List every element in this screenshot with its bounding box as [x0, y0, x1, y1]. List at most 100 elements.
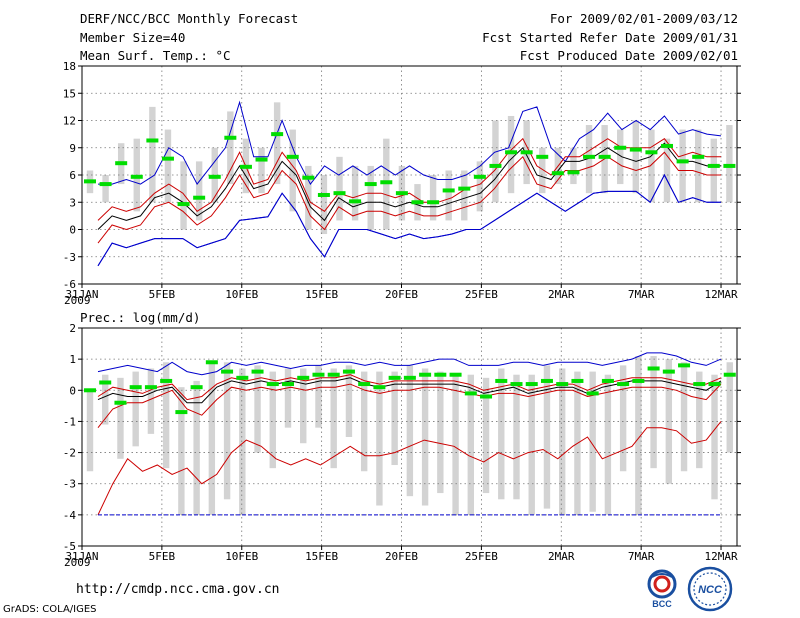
spread-box — [632, 120, 640, 194]
climatology-bar — [480, 394, 493, 399]
spread-box — [208, 362, 216, 515]
climatology-bar — [317, 192, 330, 197]
spread-box — [445, 170, 452, 221]
climatology-bar — [115, 161, 128, 166]
spread-box — [273, 102, 281, 185]
x-year-label: 2009 — [64, 294, 91, 307]
spread-box — [367, 165, 374, 230]
y-tick-label: 0 — [69, 384, 76, 397]
climatology-bar — [571, 378, 584, 383]
climatology-bar — [146, 138, 159, 143]
spread-box — [696, 371, 703, 469]
spread-box — [102, 374, 109, 425]
climatology-bar — [723, 372, 736, 377]
spread-box — [336, 156, 343, 221]
x-tick-label: 20FEB — [385, 550, 418, 563]
climatology-bar — [83, 388, 96, 393]
x-tick-label: 31JAN — [65, 288, 98, 301]
climatology-bar — [99, 380, 112, 385]
spread-box — [193, 380, 200, 515]
climatology-bar — [312, 372, 325, 377]
spread-box — [452, 374, 459, 515]
spread-box — [391, 371, 398, 466]
x-tick-label: 12MAR — [704, 288, 737, 301]
y-tick-label: 9 — [69, 142, 76, 155]
y-tick-label: 0 — [69, 224, 76, 237]
climatology-bar — [271, 132, 284, 137]
climatology-bar — [177, 202, 190, 207]
climatology-bar — [190, 385, 203, 390]
series-mean — [97, 142, 721, 230]
climatology-bar — [434, 372, 447, 377]
x-tick-label: 2MAR — [548, 550, 575, 563]
spread-box — [269, 371, 276, 469]
spread-box — [421, 368, 429, 506]
spread-box — [320, 175, 328, 235]
climatology-bar — [586, 391, 599, 396]
climatology-bar — [114, 400, 127, 405]
climatology-bar — [540, 378, 553, 383]
climatology-bar — [495, 378, 508, 383]
climatology-bar — [676, 159, 689, 164]
y-tick-label: -3 — [63, 478, 76, 491]
plot-frame — [81, 327, 738, 547]
svg-text:BCC: BCC — [652, 599, 672, 609]
y-tick-label: -6 — [63, 278, 76, 291]
climatology-bar — [83, 179, 96, 184]
spread-box — [528, 374, 535, 515]
climatology-bar — [297, 375, 310, 380]
y-tick-label: 3 — [69, 196, 76, 209]
spread-box — [289, 129, 296, 212]
spread-box — [476, 161, 484, 212]
x-tick-label: 15FEB — [305, 288, 338, 301]
spread-box — [695, 129, 702, 203]
variable-label: Mean Surf. Temp.: °C — [80, 48, 231, 63]
climatology-bar — [708, 382, 721, 387]
panel-2: -5 -4 -3 -2 -1 0 1 2 31JAN 5FEB 10FEB 15FEB 20FEB 25F… — [63, 310, 741, 569]
spread-box — [300, 368, 307, 444]
climatology-bar — [520, 150, 533, 155]
spread-box — [164, 129, 172, 203]
x-year-label: 2009 — [64, 556, 91, 569]
produced-date-label: Fcst Produced Date 2009/02/01 — [519, 48, 738, 63]
spread-box — [437, 371, 444, 494]
climatology-bar — [251, 369, 264, 374]
spread-box — [467, 374, 475, 515]
series-lower-extreme — [97, 173, 721, 267]
series-upper-extreme — [98, 100, 722, 186]
source-url[interactable]: http://cmdp.ncc.cma.gov.cn — [76, 582, 280, 597]
climatology-bar — [349, 199, 362, 204]
spread-box — [86, 390, 94, 472]
x-tick-label: 5FEB — [149, 288, 176, 301]
climatology-bar — [161, 156, 174, 161]
climatology-bar — [327, 372, 340, 377]
climatology-bar — [458, 186, 471, 191]
climatology-bar — [505, 150, 518, 155]
spread-box — [513, 374, 520, 500]
spread-box — [492, 120, 499, 203]
series-lower-extreme-red — [97, 421, 722, 516]
climatology-bar — [525, 382, 538, 387]
spread-box — [617, 129, 624, 185]
climatology-bar — [707, 163, 720, 168]
spread-box — [406, 365, 414, 497]
spread-box — [147, 368, 155, 434]
series-upper — [97, 374, 722, 401]
x-tick-label: 25FEB — [465, 550, 498, 563]
climatology-bar — [403, 375, 416, 380]
y-tick-label: 6 — [69, 169, 76, 182]
climatology-bar — [208, 174, 221, 179]
spread-box — [570, 147, 577, 185]
spread-box — [679, 129, 686, 203]
climatology-bar — [130, 174, 143, 179]
climatology-bar — [583, 154, 596, 159]
spread-box — [589, 371, 596, 512]
spread-box — [619, 365, 627, 472]
climatology-bar — [662, 369, 675, 374]
member-size-label: Member Size=40 — [80, 30, 186, 45]
x-tick-label: 25FEB — [465, 288, 498, 301]
climatology-bar — [617, 382, 630, 387]
climatology-bar — [239, 164, 252, 169]
climatology-bar — [388, 375, 401, 380]
